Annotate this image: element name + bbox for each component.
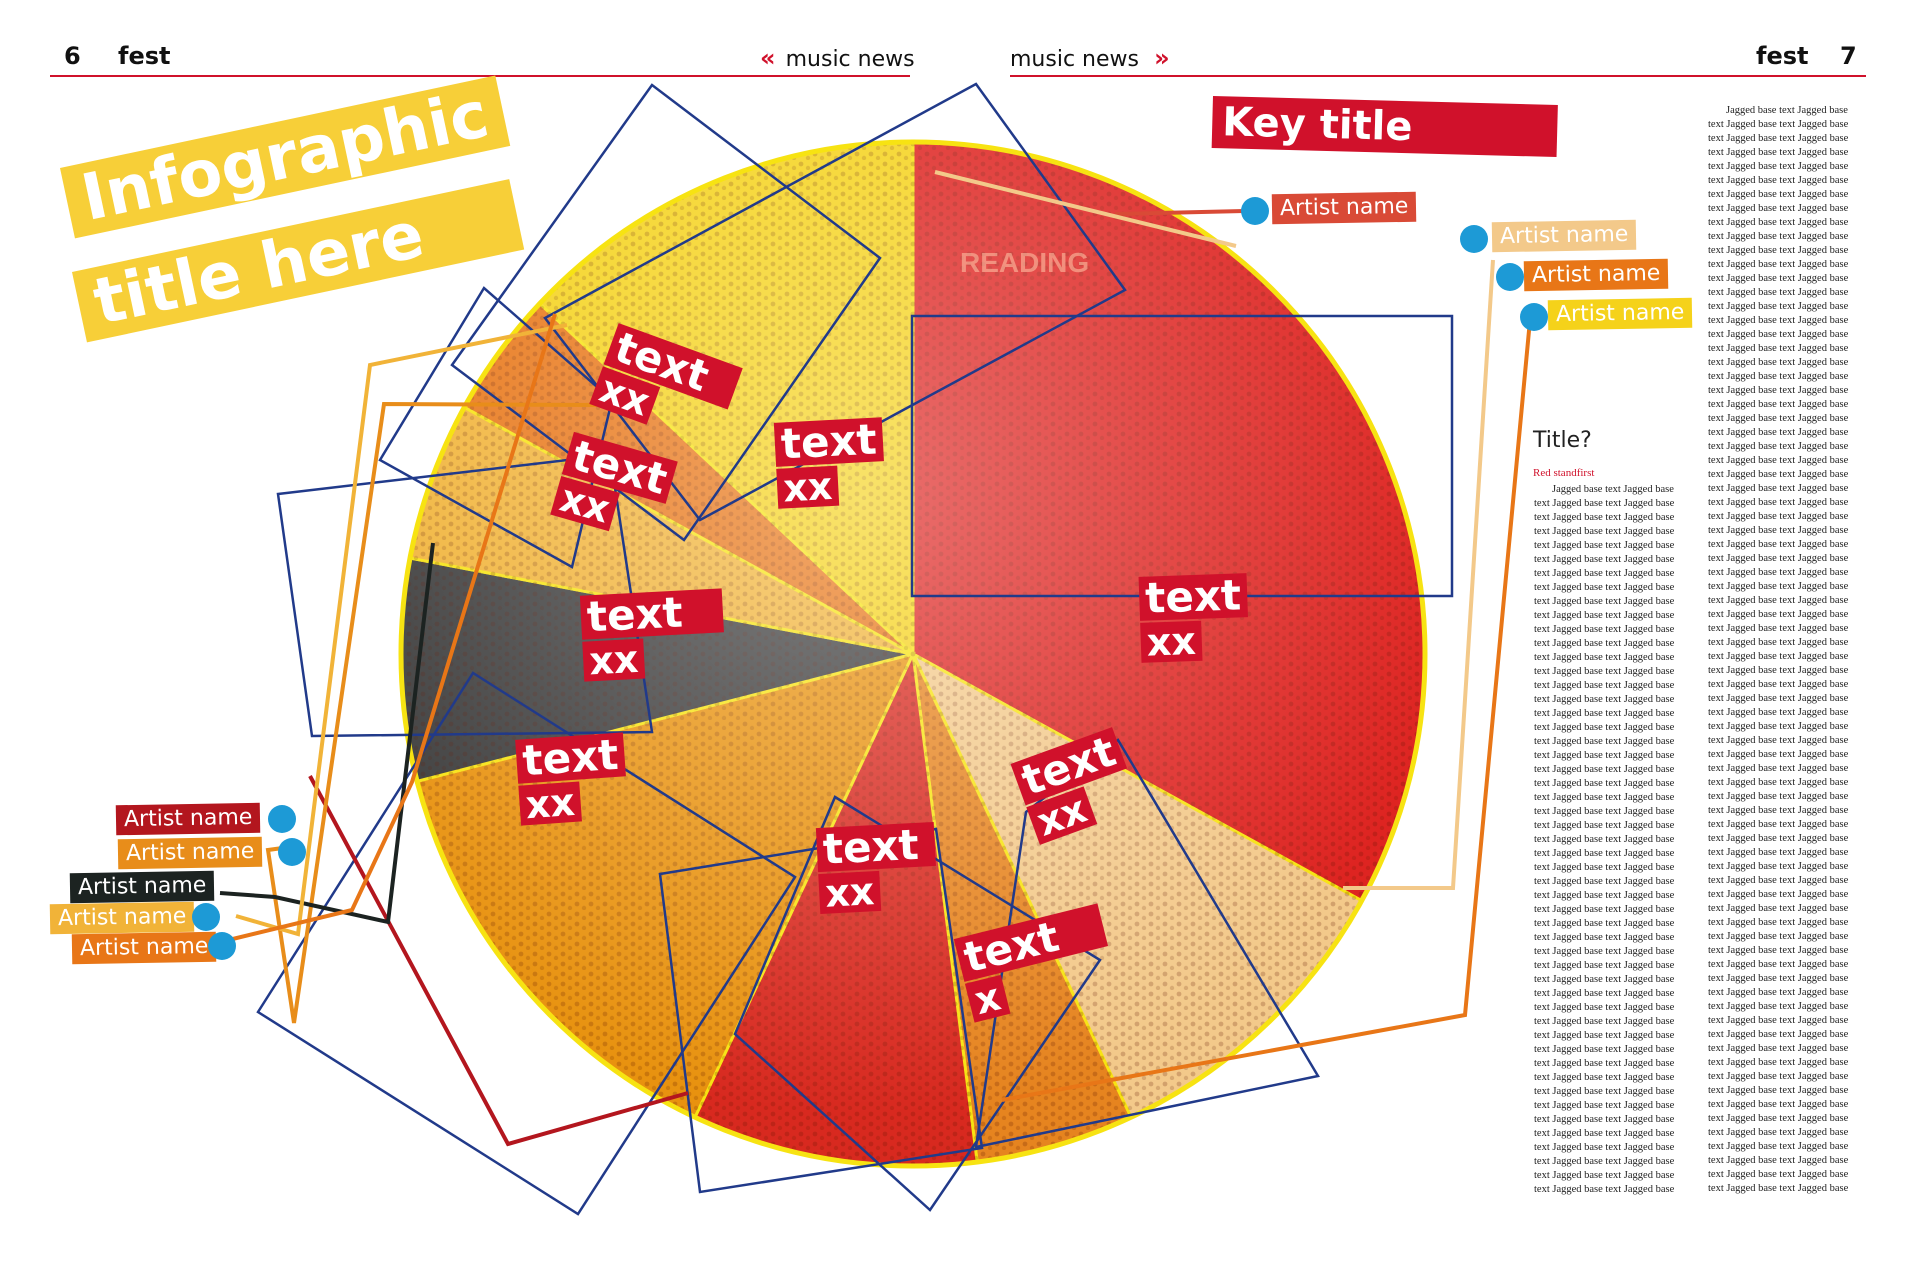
artist-marker-dot xyxy=(1496,263,1524,291)
body-text-column-2: Jagged base text Jagged base text Jagged… xyxy=(1708,105,1849,1198)
artist-tag-left-3: Artist name xyxy=(69,870,215,904)
leader-line-4 xyxy=(1001,319,1532,1102)
artist-tag-right-3: Artist name xyxy=(1523,258,1669,292)
leader-line-8 xyxy=(235,323,568,937)
artist-tag-left-1: Artist name xyxy=(115,802,261,836)
left-section-header: « music news xyxy=(760,44,915,72)
right-page-number: 7 xyxy=(1840,42,1857,70)
slice-label-6: text xx xyxy=(579,587,726,683)
slice-label-5-text: text xyxy=(515,730,626,785)
slice-label-4-value: xx xyxy=(818,869,882,916)
chevron-left-icon: « xyxy=(760,44,775,72)
artist-marker-dot xyxy=(1460,225,1488,253)
stage-light-glow xyxy=(401,142,1425,1166)
leader-line-6 xyxy=(265,401,601,1024)
body-text-column-1: Jagged base text Jagged base text Jagged… xyxy=(1534,484,1675,1195)
right-section-header: music news » xyxy=(1010,44,1169,72)
artist-tag-right-2: Artist name xyxy=(1491,219,1637,253)
artist-marker-dot xyxy=(1520,303,1548,331)
artist-marker-dot xyxy=(268,805,296,833)
pie-outline xyxy=(398,139,1428,1169)
slice-label-5-value: xx xyxy=(518,780,583,827)
artist-tag-right-4: Artist name xyxy=(1547,297,1693,331)
leader-line-2 xyxy=(934,170,1237,248)
decorative-frame-4 xyxy=(276,453,654,738)
left-page-number: 6 xyxy=(64,42,81,70)
right-section-label: music news xyxy=(1010,47,1139,72)
leader-line-9 xyxy=(211,313,557,946)
slice-label-6-text: text xyxy=(579,587,724,641)
artist-tag-left-2: Artist name xyxy=(117,836,263,870)
leader-line-5 xyxy=(308,775,689,1147)
slice-label-6-value: xx xyxy=(582,637,646,683)
artist-tag-right-1: Artist name xyxy=(1271,191,1417,225)
key-title: Key title xyxy=(1211,96,1558,158)
left-magazine-name: fest xyxy=(118,42,171,70)
decorative-frame-5 xyxy=(256,671,797,1216)
leader-line-1 xyxy=(1114,209,1245,216)
slice-label-4: text xx xyxy=(815,820,938,916)
slice-label-1-value: xx xyxy=(1140,619,1203,665)
right-magazine-name: fest xyxy=(1756,42,1809,70)
slice-label-1-text: text xyxy=(1138,570,1248,623)
slice-label-9: text xx xyxy=(773,415,886,510)
artist-tag-left-4: Artist name xyxy=(49,901,195,935)
leader-line-7 xyxy=(219,542,435,925)
slice-label-1: text xx xyxy=(1138,570,1250,665)
slice-label-4-text: text xyxy=(815,820,936,874)
left-section-label: music news xyxy=(785,47,915,72)
slice-label-5: text xx xyxy=(515,730,628,827)
artist-tag-left-5: Artist name xyxy=(71,931,217,965)
slice-label-9-value: xx xyxy=(776,464,840,510)
artist-marker-dot xyxy=(208,932,236,960)
sidebar-title: Title? xyxy=(1533,428,1592,453)
photo-stage-sign: READING xyxy=(960,247,1089,278)
chevron-right-icon: » xyxy=(1154,44,1169,72)
sidebar-standfirst: Red standfirst xyxy=(1533,467,1595,479)
decorative-frame-3 xyxy=(910,314,1454,598)
artist-marker-dot xyxy=(278,838,306,866)
leader-lines xyxy=(211,170,1532,1147)
slice-label-9-text: text xyxy=(773,415,884,469)
artist-marker-dot xyxy=(192,903,220,931)
artist-marker-dot xyxy=(1241,197,1269,225)
left-header-rule xyxy=(50,75,910,77)
leader-line-3 xyxy=(1343,259,1495,890)
right-header-rule xyxy=(1010,75,1866,77)
